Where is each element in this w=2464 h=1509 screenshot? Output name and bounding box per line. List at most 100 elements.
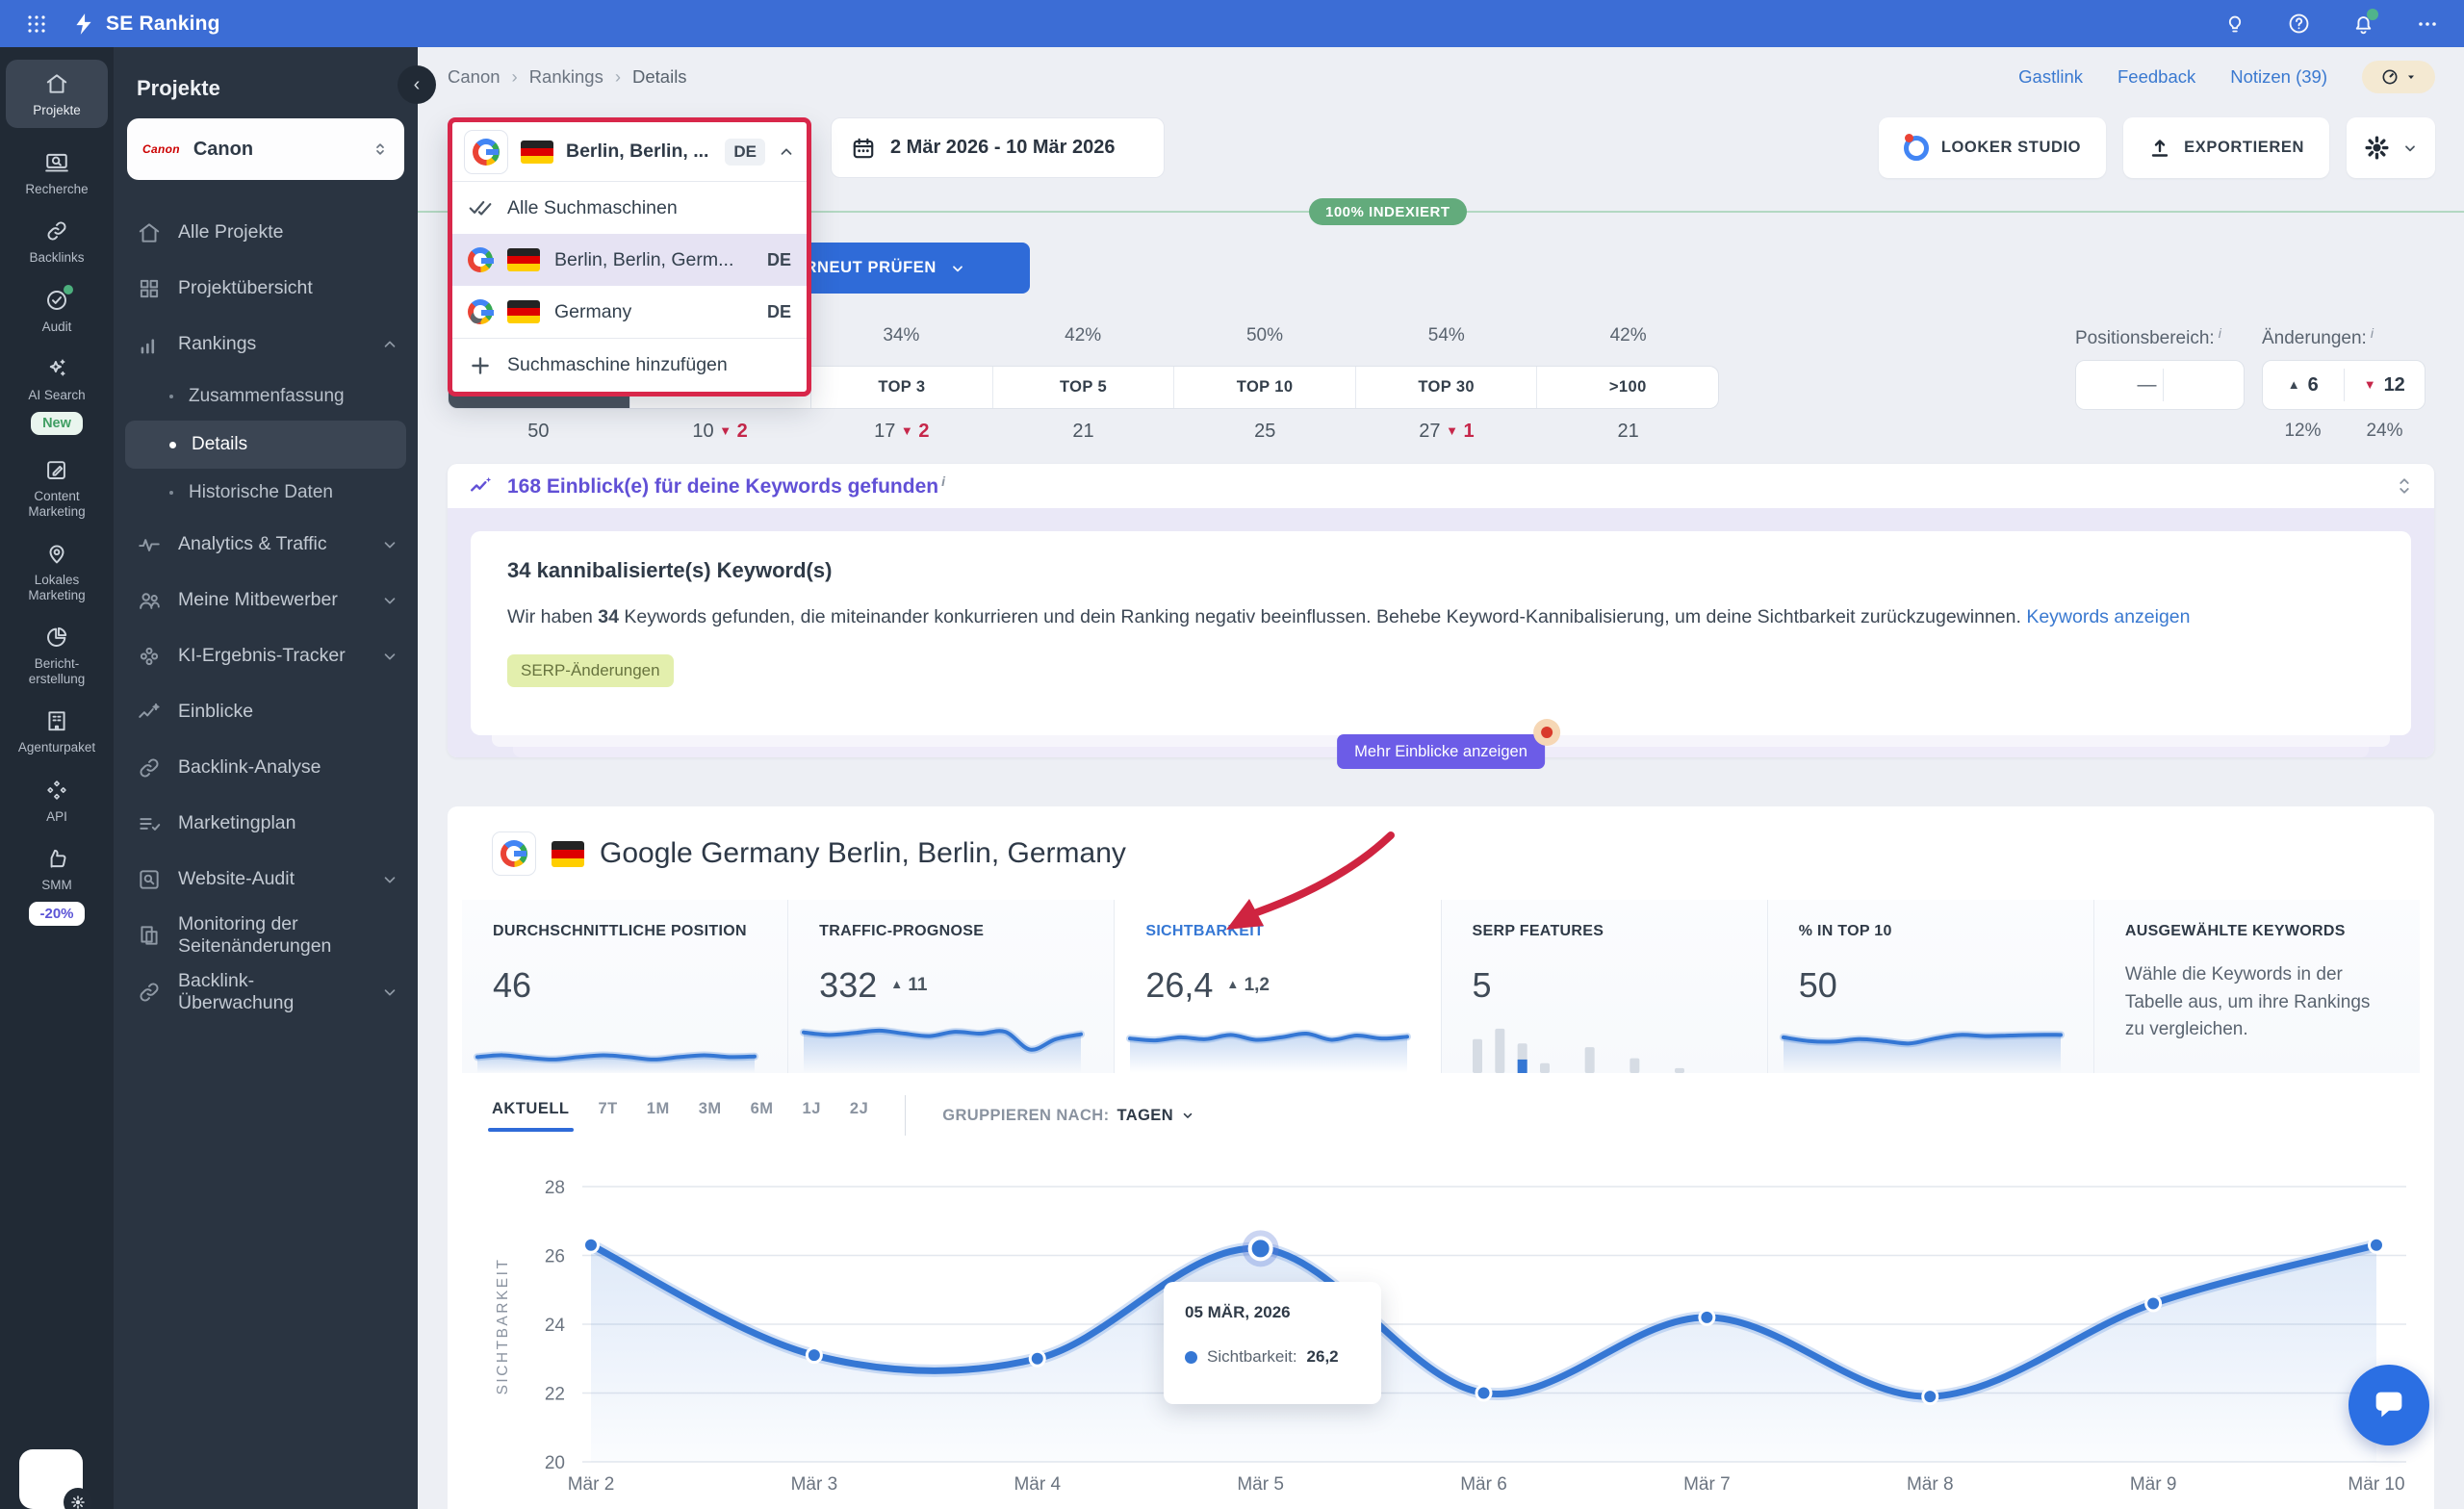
insights-title: 168 Einblick(e) für deine Keywords gefun… [507,473,945,499]
line-chart-svg: 28 26 24 22 20SICHTBARKEITMär 2Mär 3Mär … [448,1134,2434,1509]
engine-option-berlin-berlin-germ[interactable]: Berlin, Berlin, Germ...DE [452,234,807,286]
group-by-select[interactable]: GRUPPIEREN NACH:TAGEN [942,1107,1194,1125]
metric-sichtbarkeit[interactable]: SICHTBARKEIT26,4▲ 1,2 [1114,900,1440,1073]
date-range-value: 2 Mär 2026 - 10 Mär 2026 [890,137,1116,159]
bucket-100[interactable]: >100 [1536,367,1718,408]
sparkles-icon [44,356,69,381]
engine-option-germany[interactable]: GermanyDE [452,286,807,338]
tab-1m[interactable]: 1M [647,1100,670,1132]
engine-option-suchmaschine-hinzuf-gen[interactable]: Suchmaschine hinzufügen [452,338,807,392]
tab-7t[interactable]: 7T [599,1100,618,1132]
sidebar-item-meine-mitbewerber[interactable]: Meine Mitbewerber [125,573,406,628]
plan-usage-pill[interactable] [2362,61,2435,93]
research-icon [44,150,69,175]
expand-collapse-icon[interactable] [2396,475,2413,497]
tips-bulb-icon[interactable] [2223,13,2246,36]
bucket-top-3[interactable]: TOP 3 [810,367,992,408]
insights-header[interactable]: 168 Einblick(e) für deine Keywords gefun… [448,464,2434,508]
tab-2j[interactable]: 2J [850,1100,868,1132]
breadcrumb-item[interactable]: Rankings [529,66,603,88]
header-link-gastlink[interactable]: Gastlink [2018,66,2083,88]
looker-studio-button[interactable]: LOOKER STUDIO [1879,117,2106,178]
sidebar-item-ki-ergebnis-tracker[interactable]: KI-Ergebnis-Tracker [125,628,406,684]
rail-item-agenturpaket[interactable]: Agenturpaket [6,708,108,755]
show-keywords-link[interactable]: Keywords anzeigen [2026,606,2190,627]
search-engine-selected[interactable]: Berlin, Berlin, ... DE [452,122,807,182]
rail-item-recherche[interactable]: Recherche [6,150,108,197]
rail-item-audit[interactable]: Audit [6,288,108,335]
bucket-top-10[interactable]: TOP 10 [1173,367,1355,408]
apps-grid-icon[interactable] [25,13,48,36]
rail-item-smm[interactable]: SMM-20% [6,846,108,926]
toolbar-actions: LOOKER STUDIO EXPORTIEREN [1879,117,2435,178]
tab-aktuell[interactable]: AKTUELL [492,1100,570,1132]
sidebar-item-rankings[interactable]: Rankings [125,317,406,372]
bucket-percent: 42% [1537,325,1719,354]
indexed-badge: 100% INDEXIERT [1309,198,1467,225]
more-insights-button[interactable]: Mehr Einblicke anzeigen [1337,734,1545,769]
plus-icon [468,353,493,378]
engine-label: Berlin, Berlin, ... [566,141,712,163]
engine-option-alle-suchmaschinen[interactable]: Alle Suchmaschinen [452,182,807,234]
metric-label: SICHTBARKEIT [1145,923,1440,940]
rail-item-ai-search[interactable]: AI SearchNew [6,356,108,435]
rail-item-api[interactable]: API [6,778,108,825]
svg-text:Mär 10: Mär 10 [2348,1474,2404,1495]
metric-ausgew-hlte-keywords[interactable]: AUSGEWÄHLTE KEYWORDSWähle die Keywords i… [2093,900,2420,1073]
rail-item-berichterstellung[interactable]: Bericht- erstellung [6,625,108,686]
metric-traffic-prognose[interactable]: TRAFFIC-PROGNOSE332▲ 11 [787,900,1114,1073]
date-range-picker[interactable]: 2 Mär 2026 - 10 Mär 2026 [831,117,1165,178]
bucket-top-30[interactable]: TOP 30 [1355,367,1537,408]
tab-3m[interactable]: 3M [699,1100,722,1132]
brand-name: SE Ranking [106,13,220,36]
sidebar-subitem-zusammenfassung[interactable]: Zusammenfassung [125,372,406,421]
sidebar-subitem-historische-daten[interactable]: Historische Daten [125,469,406,517]
user-tile[interactable] [19,1449,83,1509]
rail-item-backlinks[interactable]: Backlinks [6,218,108,266]
chat-widget-button[interactable] [2348,1365,2429,1445]
search-engine-menu: Alle SuchmaschinenBerlin, Berlin, Germ..… [452,182,807,392]
sidebar-item-alle-projekte[interactable]: Alle Projekte [125,205,406,261]
header-link-notizen-39[interactable]: Notizen (39) [2230,66,2327,88]
position-range-box[interactable]: — [2075,360,2245,410]
more-menu-icon[interactable] [2416,13,2439,36]
settings-button[interactable] [2347,117,2435,178]
breadcrumb-item[interactable]: Details [632,66,687,88]
sidebar-item-projekt-bersicht[interactable]: Projektübersicht [125,261,406,317]
sidebar-collapse-button[interactable]: ‹ [398,65,436,104]
sidebar-item-monitoring-der-seiten-nderungen[interactable]: Monitoring der Seitenänderungen [125,908,406,964]
tab-1j[interactable]: 1J [803,1100,821,1132]
breadcrumb-item[interactable]: Canon [448,66,500,88]
metric-label: AUSGEWÄHLTE KEYWORDS [2125,923,2420,940]
rail-item-lokales-marketing[interactable]: Lokales Marketing [6,541,108,602]
metric-serp-features[interactable]: SERP FEATURES5 [1441,900,1767,1073]
sidebar-item-analytics-traffic[interactable]: Analytics & Traffic [125,517,406,573]
sidebar-item-einblicke[interactable]: Einblicke [125,684,406,740]
sidebar-subitem-details[interactable]: Details [125,421,406,469]
metric-bars [1473,1011,1684,1073]
group-by-value: TAGEN [1117,1107,1174,1125]
metric-durchschnittliche-position[interactable]: DURCHSCHNITTLICHE POSITION46 [462,900,787,1073]
metric-in-top-10[interactable]: % IN TOP 1050 [1767,900,2093,1073]
sidebar-item-backlink-berwachung[interactable]: Backlink-Überwachung [125,964,406,1021]
export-button[interactable]: EXPORTIEREN [2123,117,2329,178]
discount-badge: -20% [29,902,84,926]
notifications-bell-icon[interactable] [2351,12,2375,36]
grid-icon [137,276,162,301]
pie-icon [44,625,69,650]
changes-box[interactable]: ▲6 ▼12 [2262,360,2426,410]
help-icon[interactable] [2287,12,2311,36]
sidebar-item-backlink-analyse[interactable]: Backlink-Analyse [125,740,406,796]
notification-dot [1533,719,1560,746]
settings-gear-badge-icon[interactable] [64,1488,92,1509]
language-badge: DE [725,139,765,166]
bucket-top-5[interactable]: TOP 5 [992,367,1174,408]
sidebar-item-marketingplan[interactable]: Marketingplan [125,796,406,852]
tab-6m[interactable]: 6M [751,1100,774,1132]
serp-changes-tag[interactable]: SERP-Änderungen [507,654,674,687]
rail-item-content-marketing[interactable]: Content Marketing [6,457,108,519]
sidebar-item-website-audit[interactable]: Website-Audit [125,852,406,908]
project-selector[interactable]: Canon Canon [127,118,404,180]
rail-item-projekte[interactable]: Projekte [6,60,108,128]
header-link-feedback[interactable]: Feedback [2118,66,2195,88]
